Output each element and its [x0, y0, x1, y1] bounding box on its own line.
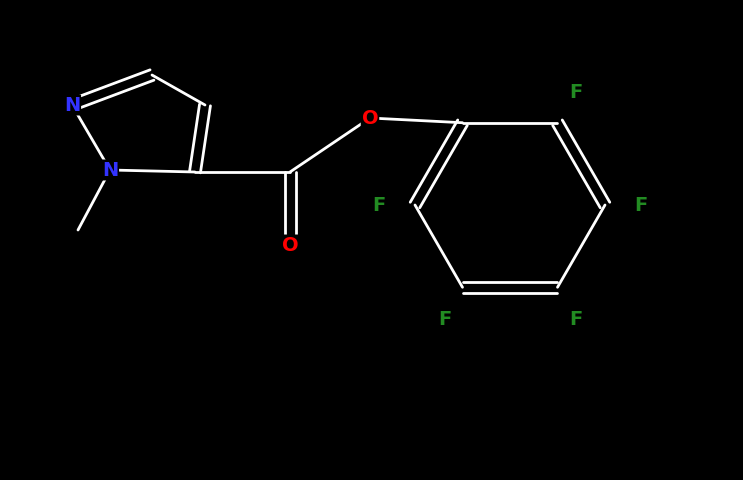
Text: F: F	[569, 83, 583, 102]
Text: O: O	[362, 109, 378, 128]
Text: F: F	[438, 310, 451, 328]
Text: N: N	[102, 161, 118, 180]
Text: O: O	[282, 236, 298, 255]
Text: F: F	[372, 196, 386, 215]
Text: F: F	[569, 310, 583, 328]
Text: F: F	[635, 196, 648, 215]
Text: N: N	[64, 96, 80, 115]
